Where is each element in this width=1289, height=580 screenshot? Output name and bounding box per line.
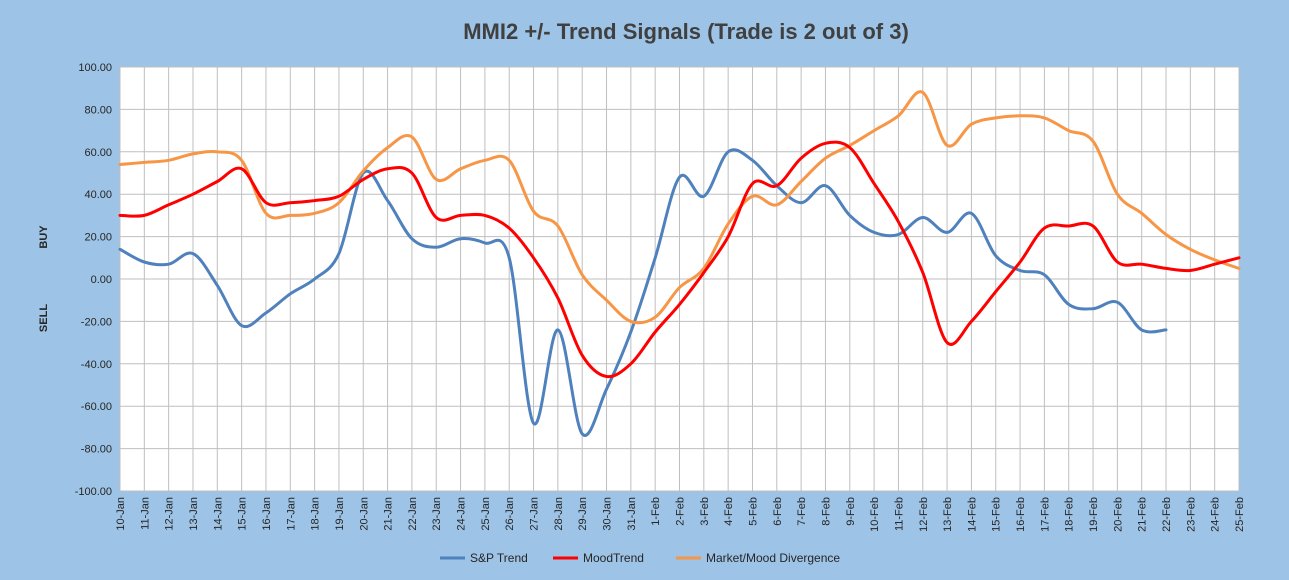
x-tick-label: 15-Jan (237, 497, 249, 531)
gridlines (119, 66, 1240, 492)
x-tick-label: 21-Jan (383, 497, 395, 531)
x-tick-label: 18-Jan (310, 497, 322, 531)
y-side-label-sell: SELL (38, 304, 50, 332)
legend-label-moodtrend: MoodTrend (583, 551, 644, 565)
x-tick-label: 15-Feb (991, 497, 1003, 532)
y-axis-ticks: 100.00 80.00 60.00 40.00 20.00 0.00 -20.00 -40.… (75, 62, 112, 498)
x-tick-label: 12-Feb (918, 497, 930, 532)
x-tick-label: 14-Feb (966, 497, 978, 532)
y-tick-label: -100.00 (75, 486, 112, 498)
x-tick-label: 12-Jan (164, 497, 176, 531)
x-tick-label: 18-Feb (1064, 497, 1076, 532)
x-tick-label: 21-Feb (1137, 497, 1149, 532)
x-tick-label: 9-Feb (845, 497, 857, 526)
y-tick-label: -60.00 (81, 401, 112, 413)
x-tick-label: 23-Jan (431, 497, 443, 531)
x-tick-label: 11-Feb (893, 497, 905, 531)
legend-label-market-mood-divergence: Market/Mood Divergence (706, 551, 840, 565)
x-tick-label: 16-Jan (261, 497, 273, 531)
series-line-market-mood-divergence (118, 90, 1241, 325)
x-tick-label: 17-Jan (285, 497, 297, 531)
x-tick-label: 20-Feb (1112, 497, 1124, 532)
x-tick-label: 31-Jan (626, 497, 638, 531)
x-tick-label: 28-Jan (553, 497, 565, 531)
x-tick-label: 29-Jan (577, 497, 589, 531)
legend-label-s-p-trend: S&P Trend (470, 551, 528, 565)
x-tick-label: 22-Feb (1161, 497, 1173, 532)
series-line-moodtrend (118, 140, 1241, 379)
x-tick-label: 7-Feb (796, 497, 808, 526)
x-tick-label: 25-Jan (480, 497, 492, 531)
x-tick-label: 11-Jan (139, 497, 151, 530)
y-tick-label: -20.00 (81, 316, 112, 328)
y-tick-label: 100.00 (78, 62, 112, 74)
x-tick-label: 2-Feb (675, 497, 687, 526)
x-tick-label: 13-Feb (942, 497, 954, 532)
x-tick-label: 13-Jan (188, 497, 200, 531)
x-tick-label: 19-Feb (1088, 497, 1100, 532)
x-tick-label: 16-Feb (1015, 497, 1027, 532)
x-tick-label: 17-Feb (1039, 497, 1051, 532)
y-tick-label: -40.00 (81, 359, 112, 371)
x-tick-label: 4-Feb (723, 497, 735, 526)
x-tick-label: 30-Jan (602, 497, 614, 531)
x-tick-label: 3-Feb (699, 497, 711, 526)
x-tick-label: 10-Feb (869, 497, 881, 532)
y-tick-label: 80.00 (84, 104, 112, 116)
x-tick-label: 22-Jan (407, 497, 419, 531)
x-tick-label: 5-Feb (747, 497, 759, 526)
y-tick-label: -80.00 (81, 444, 112, 456)
x-tick-label: 6-Feb (772, 497, 784, 526)
x-tick-label: 24-Jan (456, 497, 468, 531)
x-tick-label: 14-Jan (212, 497, 224, 531)
x-tick-label: 26-Jan (504, 497, 516, 531)
y-tick-label: 0.00 (91, 274, 112, 286)
y-tick-label: 60.00 (84, 147, 112, 159)
series-lines (118, 90, 1241, 437)
x-tick-label: 10-Jan (115, 497, 127, 531)
x-tick-label: 23-Feb (1185, 497, 1197, 532)
legend: S&P Trend MoodTrend Market/Mood Divergence (440, 551, 840, 565)
x-axis-ticks: 10-Jan 11-Jan 12-Jan 13-Jan 14-Jan 15-Jan 16-J… (115, 497, 1246, 532)
y-side-label-buy: BUY (38, 225, 50, 249)
x-tick-label: 25-Feb (1234, 497, 1246, 532)
x-tick-label: 27-Jan (529, 497, 541, 531)
x-tick-label: 1-Feb (650, 497, 662, 526)
chart-title: MMI2 +/- Trend Signals (Trade is 2 out o… (463, 19, 909, 44)
x-tick-label: 19-Jan (334, 497, 346, 531)
x-tick-label: 8-Feb (820, 497, 832, 526)
y-tick-label: 40.00 (84, 189, 112, 201)
x-tick-label: 24-Feb (1210, 497, 1222, 532)
y-tick-label: 20.00 (84, 232, 112, 244)
x-tick-label: 20-Jan (358, 497, 370, 531)
series-line-s-p-trend (118, 148, 1168, 437)
